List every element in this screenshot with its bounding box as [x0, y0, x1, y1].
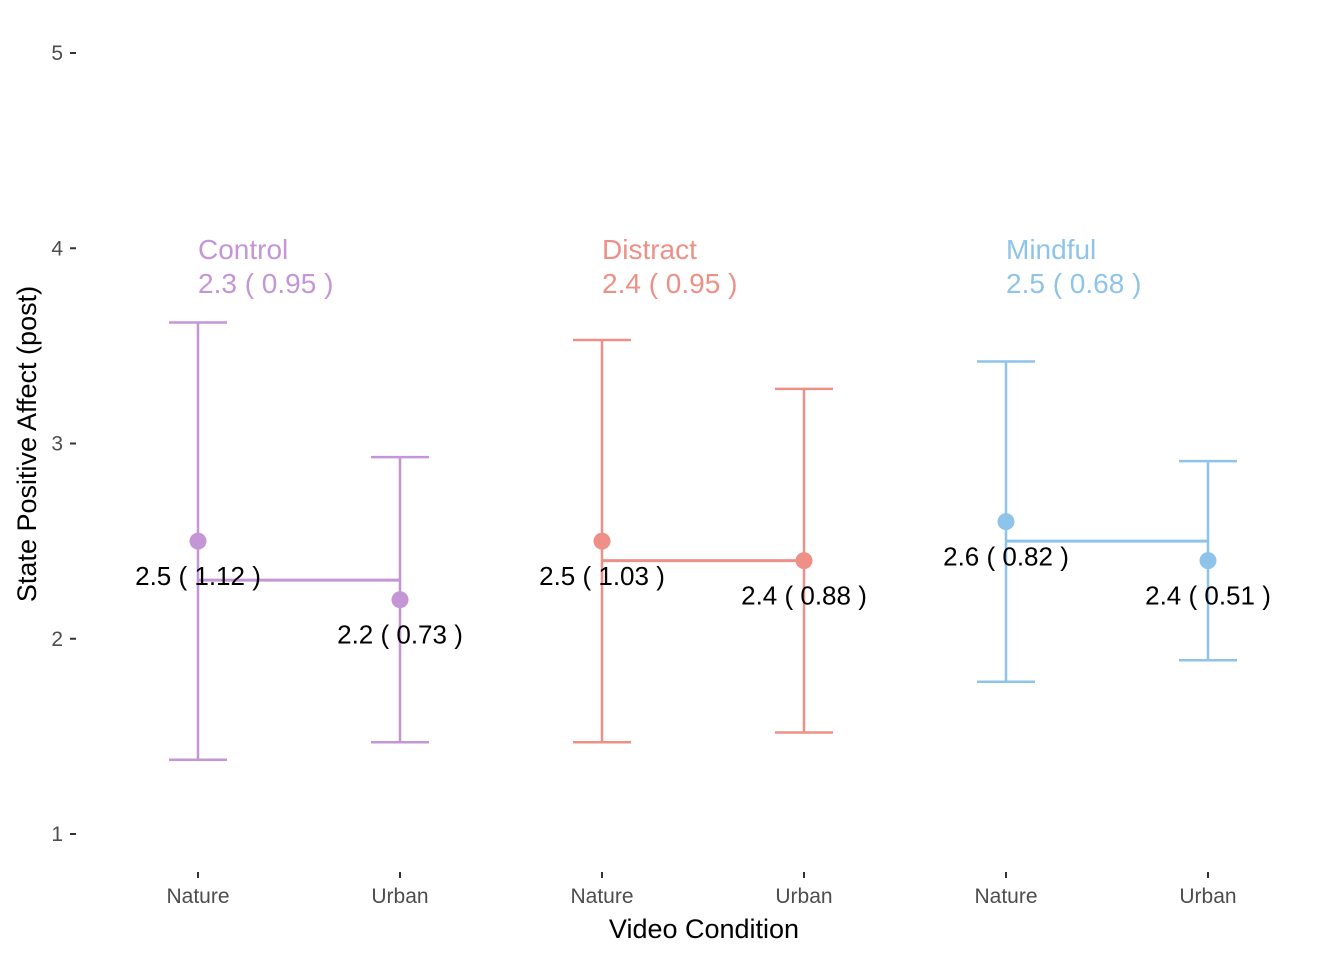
x-axis: Nature Urban Nature Urban Nature Urban	[166, 872, 1237, 908]
y-axis: 1 2 3 4 5	[51, 42, 76, 846]
group-name-label: Control	[198, 234, 288, 265]
x-tick-label: Urban	[1179, 885, 1236, 908]
y-tick-label: 5	[51, 42, 63, 65]
y-tick-label: 4	[51, 237, 63, 260]
mean-point	[1199, 552, 1217, 570]
x-axis-title: Video Condition	[609, 914, 799, 944]
mean-point	[189, 532, 207, 550]
point-value-label: 2.4 ( 0.88 )	[741, 581, 867, 611]
mean-point	[997, 513, 1015, 531]
y-tick-label: 1	[51, 823, 63, 846]
x-tick-label: Urban	[775, 885, 832, 908]
x-tick-label: Nature	[166, 885, 229, 908]
point-value-label: 2.6 ( 0.82 )	[943, 542, 1069, 572]
group-summary-label: 2.5 ( 0.68 )	[1006, 268, 1141, 299]
mean-point	[391, 591, 409, 609]
y-tick-label: 2	[51, 628, 63, 651]
mean-point	[593, 532, 611, 550]
y-tick-label: 3	[51, 433, 63, 456]
group-summary-label: 2.4 ( 0.95 )	[602, 268, 737, 299]
group-name-label: Distract	[602, 234, 697, 265]
x-tick-label: Nature	[570, 885, 633, 908]
group-summary-label: 2.3 ( 0.95 )	[198, 268, 333, 299]
y-axis-title: State Positive Affect (post)	[12, 286, 42, 602]
point-value-label: 2.2 ( 0.73 )	[337, 620, 463, 650]
point-value-label: 2.5 ( 1.03 )	[539, 561, 665, 591]
mean-point	[795, 552, 813, 570]
x-tick-label: Nature	[974, 885, 1037, 908]
point-value-label: 2.4 ( 0.51 )	[1145, 581, 1271, 611]
x-tick-label: Urban	[371, 885, 428, 908]
group-name-label: Mindful	[1006, 234, 1096, 265]
point-value-label: 2.5 ( 1.12 )	[135, 561, 261, 591]
